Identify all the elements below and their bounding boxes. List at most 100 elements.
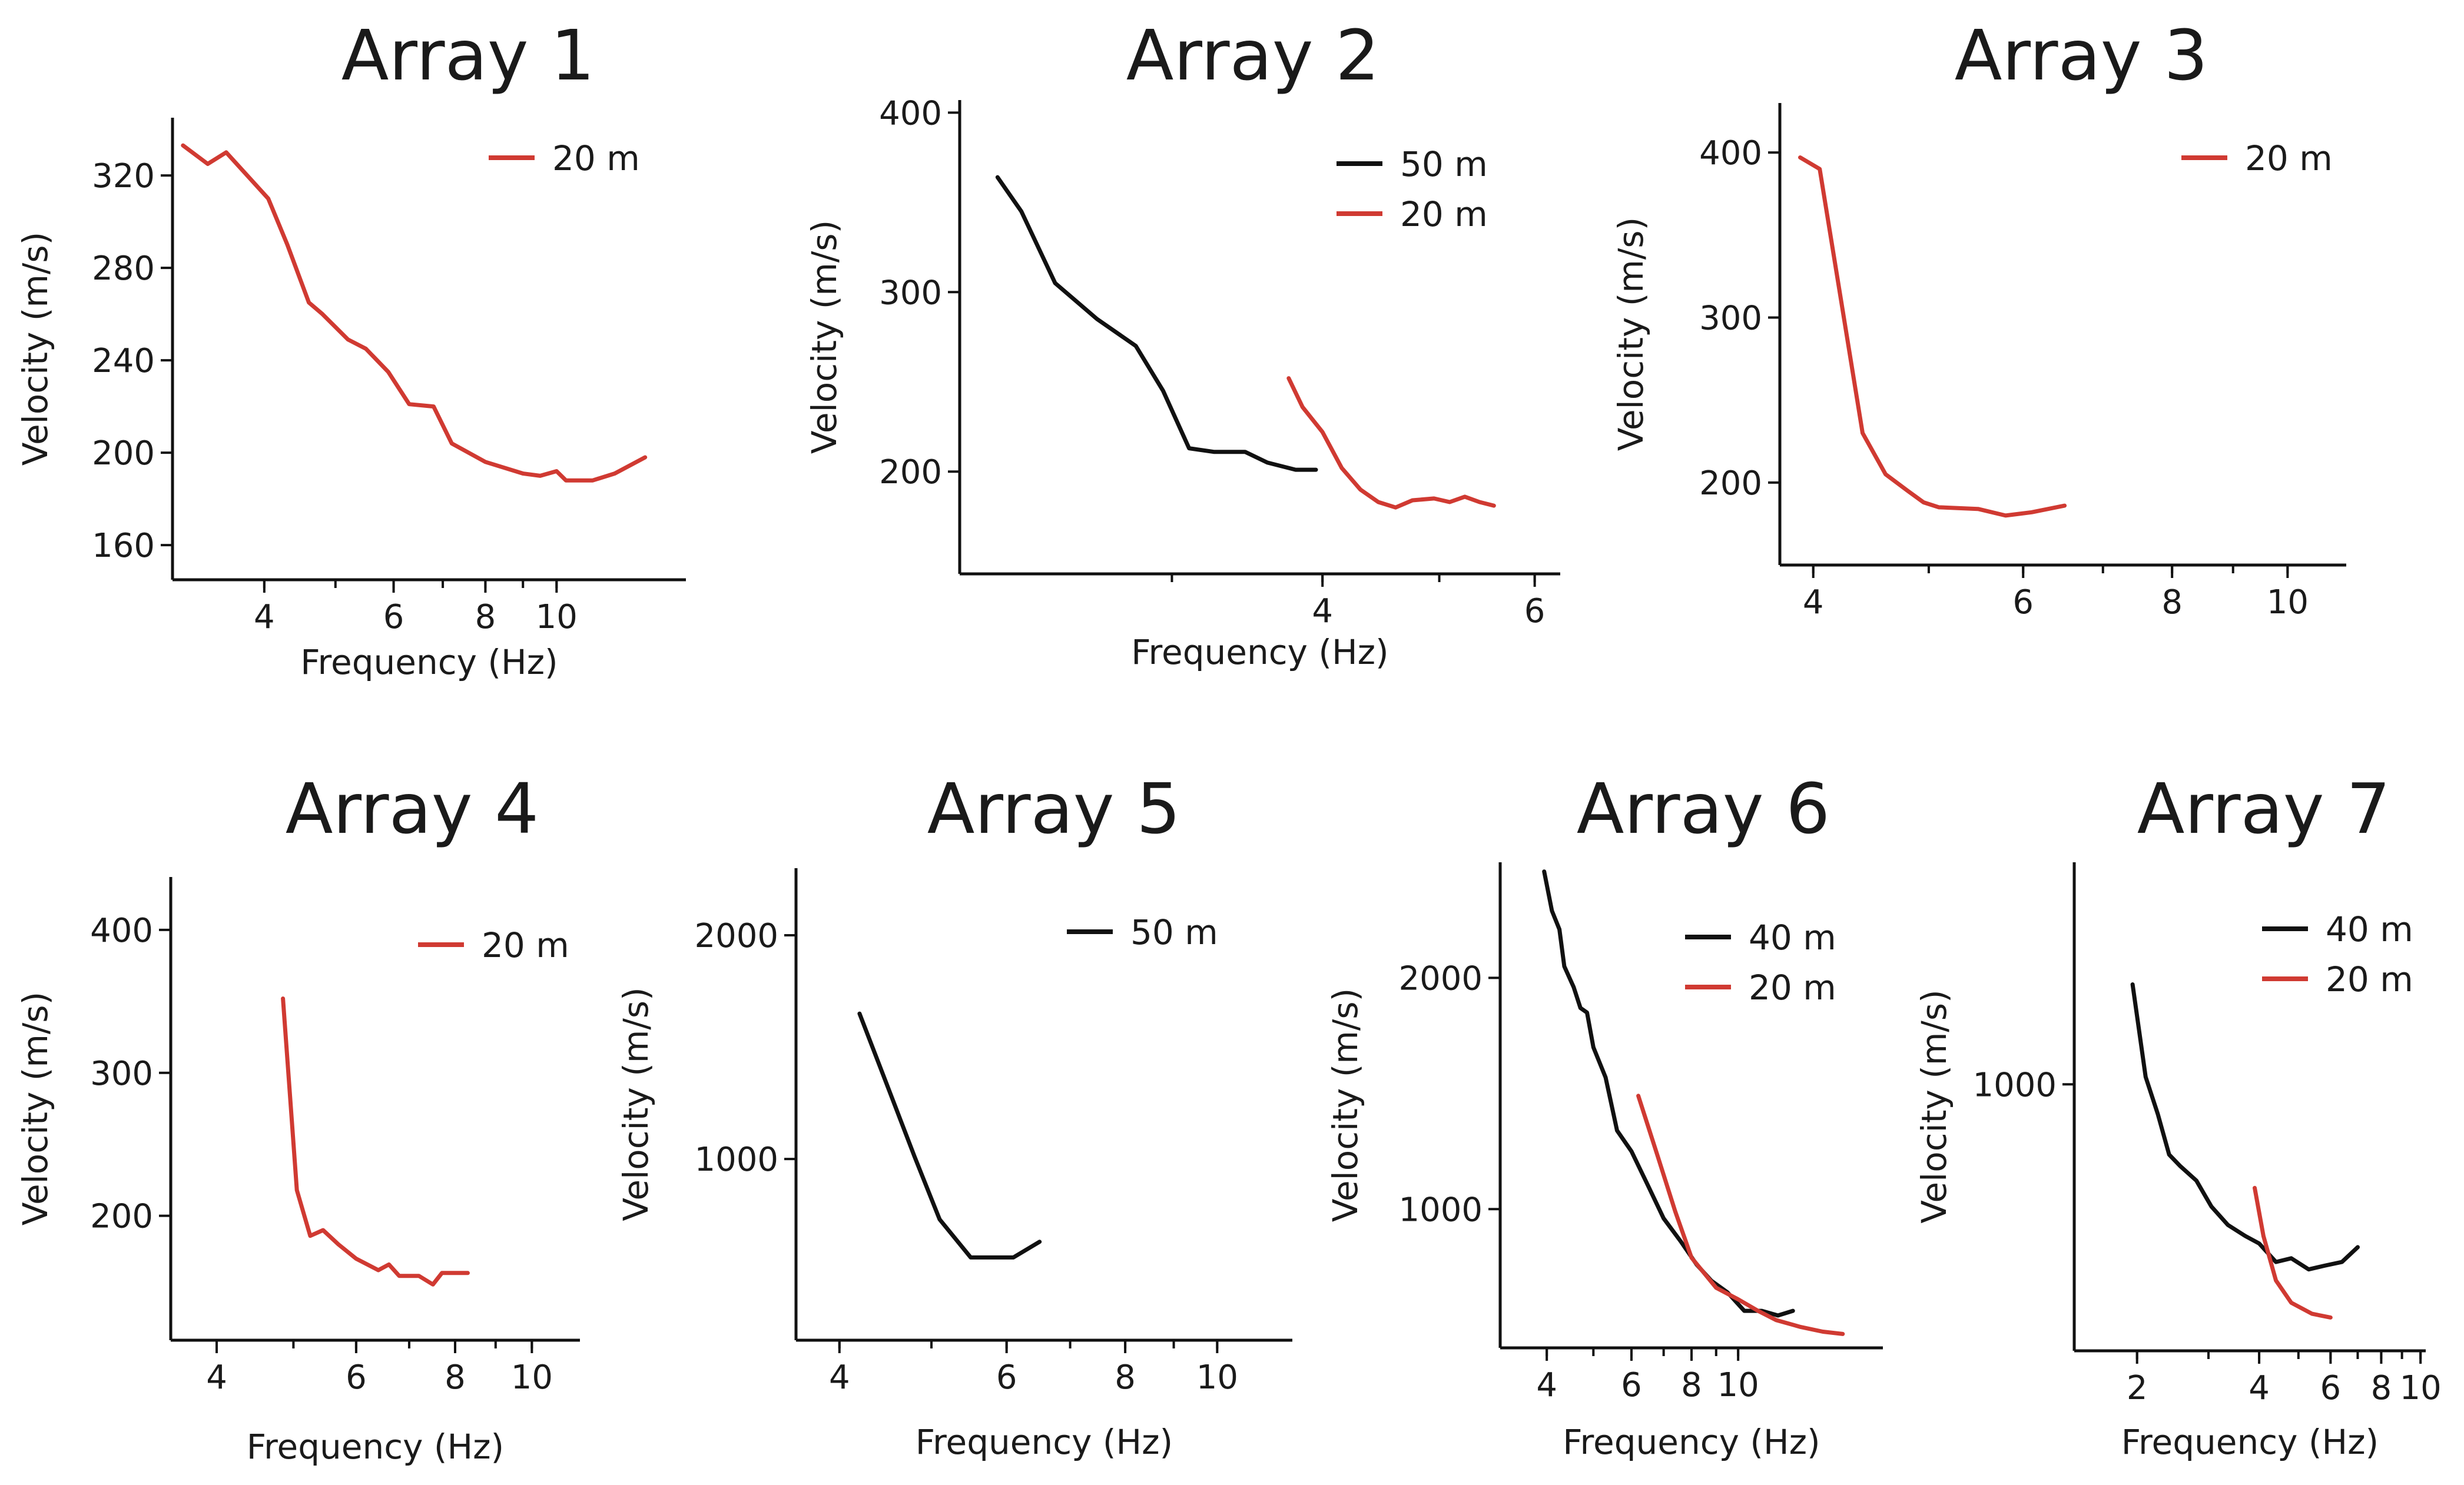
x-tick-label: 8 [2371,1369,2392,1407]
series-line-40m [1542,869,1795,1318]
x-tick-label: 8 [1115,1358,1136,1397]
x-tick-label: 10 [2400,1369,2442,1407]
y-tick-label: 300 [1699,299,1762,337]
chart-panel-4: Array 4 4 6 8 10 200 300 400 Velocity (m/s) Frequ… [15,768,580,1467]
legend: 50 m 20 m [1337,144,1488,234]
series-line-50m [995,175,1318,472]
y-tick-label: 300 [879,274,942,312]
x-tick-label: 8 [1681,1366,1702,1404]
series-line-50m [857,1011,1042,1260]
x-tick-label: 6 [2012,583,2034,622]
y-tick-label: 400 [879,94,942,132]
series-line-20m [281,996,470,1287]
x-tick-label: 4 [1536,1366,1557,1404]
y-axis-label: Velocity (m/s) [1914,989,1954,1223]
x-axis-label: Frequency (Hz) [916,1422,1173,1462]
x-tick-label: 6 [383,598,404,636]
x-axis-label: Frequency (Hz) [1131,632,1388,672]
x-axis-label: Frequency (Hz) [300,642,558,682]
x-axis-label: Frequency (Hz) [2121,1422,2379,1462]
x-tick-label: 6 [1621,1366,1642,1404]
x-tick-label: 4 [206,1358,227,1397]
series-line-20m [1798,155,2067,518]
chart-title: Array 3 [1955,15,2208,96]
x-tick-label: 6 [1524,592,1546,630]
y-tick-label: 200 [1699,464,1762,503]
legend-label: 20 m [2326,959,2413,999]
chart-panel-1: Array 1 4 6 8 10 160 200 240 280 320 Velocity (m/s… [15,15,686,682]
x-tick-label: 10 [536,598,578,636]
y-tick-label: 300 [90,1055,153,1093]
series-line-20m [1286,376,1496,510]
x-tick-label: 4 [1803,583,1824,622]
chart-panel-5: Array 5 4 6 8 10 1000 2000 Velocity (m/s) Freque… [616,768,1292,1462]
legend-label: 50 m [1400,144,1488,184]
legend-label: 20 m [1749,968,1836,1008]
chart-title: Array 4 [286,768,539,849]
x-tick-label: 6 [346,1358,367,1397]
x-tick-label: 6 [996,1358,1017,1397]
y-tick-label: 200 [90,1198,153,1236]
chart-panel-2: Array 2 4 6 200 300 400 Velocity (m/s) Frequenc… [804,15,1560,672]
chart-panel-7: Array 7 2 4 6 8 10 1000 Velocity (m/s) Frequency… [1914,768,2442,1462]
x-tick-label: 10 [1717,1366,1759,1404]
y-axis-label: Velocity (m/s) [616,987,656,1221]
series-line-20m [2253,1185,2333,1320]
y-axis-label: Velocity (m/s) [1325,988,1365,1222]
y-axis-label: Velocity (m/s) [15,992,55,1225]
series-line-20m [181,143,648,483]
y-tick-label: 200 [879,453,942,491]
x-tick-label: 10 [1196,1358,1238,1397]
x-tick-label: 6 [2320,1369,2342,1407]
y-tick-label: 200 [92,434,155,473]
series-line-40m [2130,982,2360,1272]
y-tick-label: 160 [92,527,155,565]
legend-label: 20 m [2245,138,2333,178]
chart-title: Array 6 [1577,768,1830,849]
legend: 20 m [2181,138,2333,178]
y-axis-label: Velocity (m/s) [1611,217,1651,451]
y-tick-label: 400 [1699,134,1762,172]
chart-title: Array 7 [2137,768,2390,849]
legend: 20 m [418,925,569,965]
y-axis-label: Velocity (m/s) [804,220,844,454]
legend: 20 m [489,138,640,178]
y-tick-label: 320 [92,157,155,195]
legend-label: 20 m [1400,194,1488,234]
x-axis-label: Frequency (Hz) [1563,1422,1820,1462]
chart-panel-6: Array 6 4 6 8 10 1000 2000 Velocity (m/s) Freque… [1325,768,1883,1462]
x-tick-label: 10 [2267,583,2309,622]
x-tick-label: 8 [2161,583,2183,622]
x-tick-label: 4 [1312,592,1333,630]
legend-label: 40 m [1749,918,1836,958]
y-axis-label: Velocity (m/s) [15,232,55,466]
x-tick-label: 2 [2127,1369,2148,1407]
series-line-20m [1636,1094,1845,1336]
y-tick-label: 1000 [1398,1191,1483,1229]
legend: 40 m 20 m [1685,918,1836,1008]
legend: 40 m 20 m [2262,909,2413,999]
y-tick-label: 240 [92,342,155,380]
y-tick-label: 1000 [1972,1066,2057,1104]
x-tick-label: 8 [475,598,496,636]
y-tick-label: 2000 [694,917,778,955]
x-tick-label: 4 [829,1358,850,1397]
x-tick-label: 10 [511,1358,553,1397]
chart-title: Array 2 [1126,15,1379,96]
x-axis-label: Frequency (Hz) [247,1427,504,1467]
legend-label: 20 m [482,925,569,965]
x-tick-label: 8 [445,1358,466,1397]
chart-title: Array 5 [927,768,1180,849]
y-tick-label: 280 [92,250,155,288]
chart-panel-3: Array 3 4 6 8 10 200 300 400 Velocity (m/s) 20 m [1611,15,2346,622]
legend-label: 40 m [2326,909,2413,949]
y-tick-label: 1000 [694,1141,778,1179]
y-tick-label: 400 [90,912,153,950]
legend-label: 50 m [1130,912,1218,952]
chart-title: Array 1 [341,15,595,96]
legend-label: 20 m [552,138,640,178]
legend: 50 m [1067,912,1218,952]
x-tick-label: 4 [2249,1369,2270,1407]
x-tick-label: 4 [254,598,275,636]
